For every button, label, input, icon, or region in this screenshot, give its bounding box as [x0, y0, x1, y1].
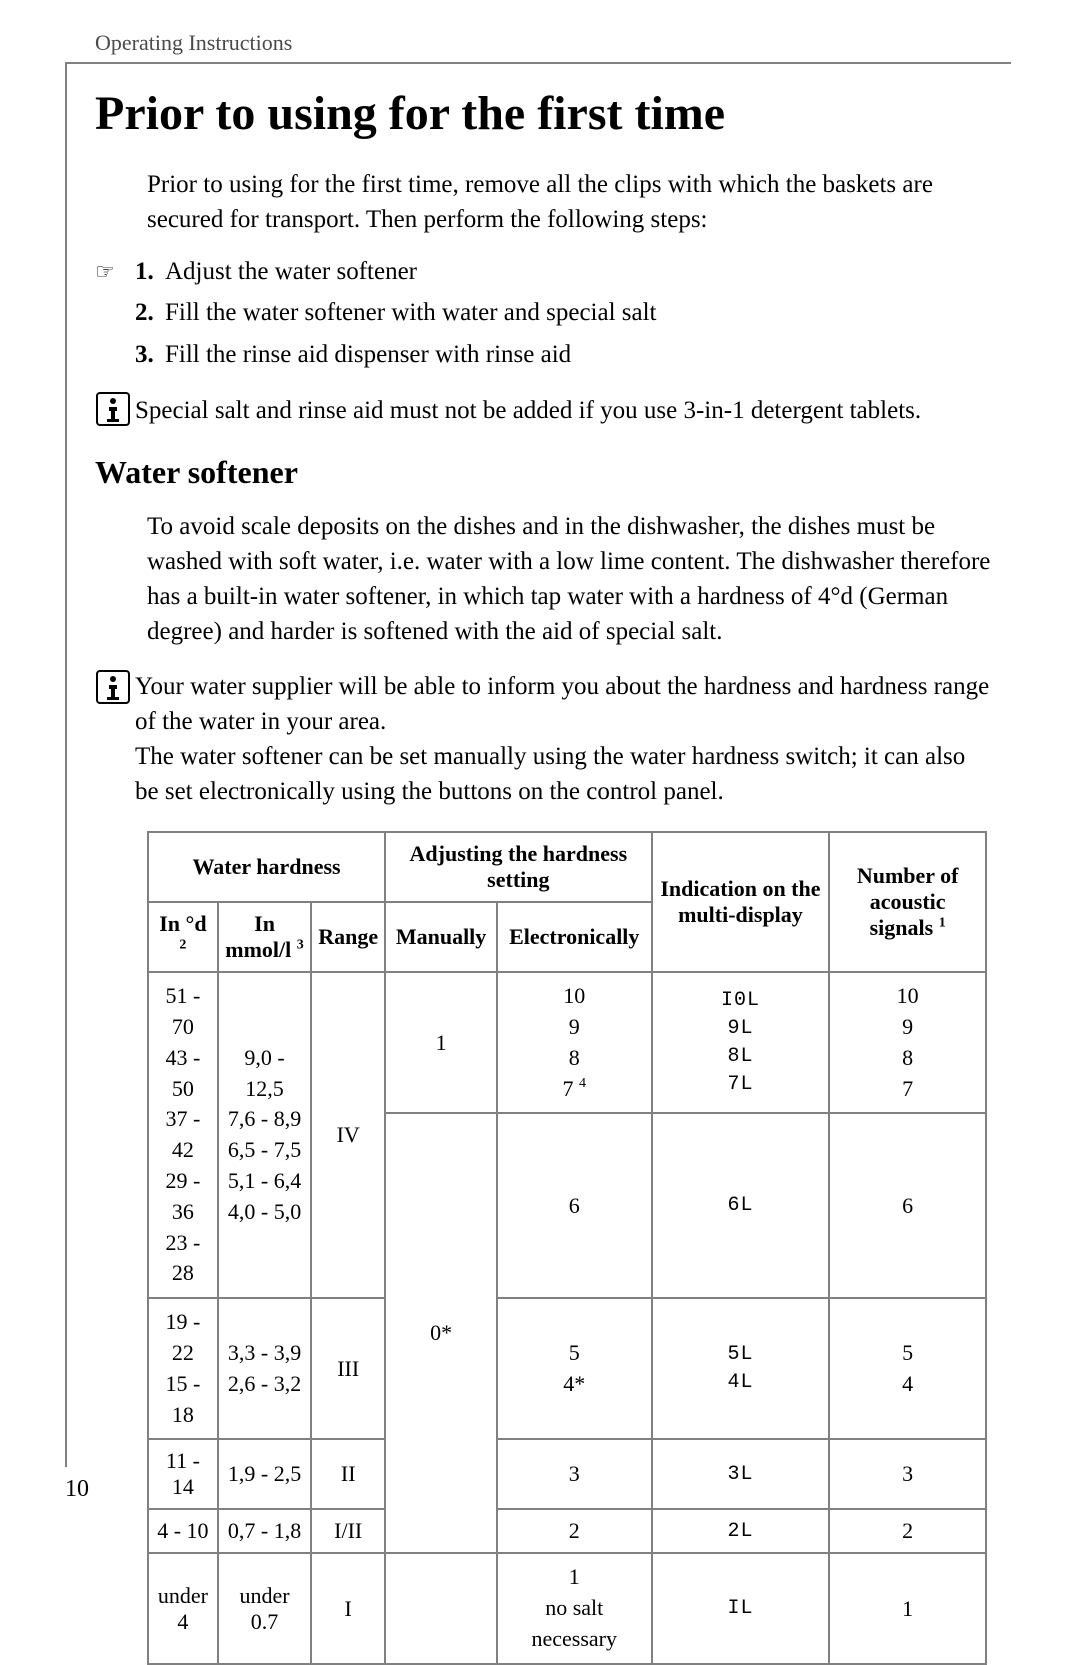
table-row: 4 - 10 0,7 - 1,8 I/II 2 2L 2: [148, 1509, 986, 1553]
cell-mmol: 9,0 - 12,5 7,6 - 8,9 6,5 - 7,5 5,1 - 6,4…: [218, 972, 311, 1298]
info-box-1: Special salt and rinse aid must not be a…: [95, 391, 995, 432]
step-text: Fill the rinse aid dispenser with rinse …: [165, 336, 571, 374]
cell-elec: 6: [497, 1113, 652, 1298]
info-icon: [95, 669, 135, 710]
cell-elec: 5 4*: [497, 1298, 652, 1439]
pointing-hand-icon: ☞: [95, 253, 135, 288]
cell-range: III: [311, 1298, 385, 1439]
cell-signals: 5 4: [829, 1298, 986, 1439]
th-adjusting: Adjusting the hardness setting: [385, 832, 651, 902]
cell-signals: 1: [829, 1553, 986, 1663]
cell-d: 11 - 14: [148, 1439, 218, 1509]
info-2-line-2: The water softener can be set manually u…: [135, 743, 965, 805]
cell-d: under 4: [148, 1553, 218, 1663]
info-box-2: Your water supplier will be able to info…: [95, 669, 995, 809]
step-3: 3. Fill the rinse aid dispenser with rin…: [95, 336, 995, 374]
cell-signals: 6: [829, 1113, 986, 1298]
table-row: 11 - 14 1,9 - 2,5 II 3 3L 3: [148, 1439, 986, 1509]
th-manually: Manually: [385, 902, 497, 972]
cell-elec: 1 no salt necessary: [497, 1553, 652, 1663]
step-number: 3.: [135, 336, 159, 374]
info-2-line-1: Your water supplier will be able to info…: [135, 673, 989, 735]
page-number: 10: [65, 1476, 89, 1503]
cell-display: 6L: [652, 1113, 830, 1298]
cell-display: I0L 9L 8L 7L: [652, 972, 830, 1113]
cell-d: 19 - 22 15 - 18: [148, 1298, 218, 1439]
th-indication: Indication on the multi-display: [652, 832, 830, 972]
cell-range: IV: [311, 972, 385, 1298]
step-text: Fill the water softener with water and s…: [165, 294, 657, 332]
cell-display: 2L: [652, 1509, 830, 1553]
main-title: Prior to using for the first time: [95, 88, 995, 141]
water-hardness-table: Water hardness Adjusting the hardness se…: [147, 831, 987, 1665]
th-range: Range: [311, 902, 385, 972]
th-signals: Number of acoustic signals 1: [829, 832, 986, 972]
th-water-hardness: Water hardness: [148, 832, 385, 902]
cell-display: IL: [652, 1553, 830, 1663]
cell-range: II: [311, 1439, 385, 1509]
cell-elec: 10 9 8 7 4: [497, 972, 652, 1113]
cell-signals: 2: [829, 1509, 986, 1553]
cell-elec: 3: [497, 1439, 652, 1509]
table-row: 51 - 70 43 - 50 37 - 42 29 - 36 23 - 28 …: [148, 972, 986, 1113]
cell-mmol: 3,3 - 3,9 2,6 - 3,2: [218, 1298, 311, 1439]
step-icon-spacer: [95, 336, 135, 338]
step-text: Adjust the water softener: [165, 253, 417, 291]
intro-paragraph: Prior to using for the first time, remov…: [147, 167, 995, 237]
cell-manual: 1: [385, 972, 497, 1113]
cell-range: I/II: [311, 1509, 385, 1553]
page-content: Prior to using for the first time Prior …: [95, 88, 995, 1665]
cell-elec: 2: [497, 1509, 652, 1553]
subtitle: Water softener: [95, 454, 995, 491]
table-header-row-1: Water hardness Adjusting the hardness se…: [148, 832, 986, 902]
info-text-2: Your water supplier will be able to info…: [135, 669, 995, 809]
page-header: Operating Instructions: [95, 30, 292, 56]
step-1: ☞ 1. Adjust the water softener: [95, 253, 995, 291]
step-2: 2. Fill the water softener with water an…: [95, 294, 995, 332]
cell-display: 5L 4L: [652, 1298, 830, 1439]
cell-display: 3L: [652, 1439, 830, 1509]
th-electronically: Electronically: [497, 902, 652, 972]
table-row: under 4 under 0.7 I 1 no salt necessary …: [148, 1553, 986, 1663]
step-icon-spacer: [95, 294, 135, 296]
th-in-d: In °d 2: [148, 902, 218, 972]
step-number: 1.: [135, 253, 159, 291]
info-text-1: Special salt and rinse aid must not be a…: [135, 391, 995, 428]
cell-d: 51 - 70 43 - 50 37 - 42 29 - 36 23 - 28: [148, 972, 218, 1298]
cell-range: I: [311, 1553, 385, 1663]
th-in-mmol: In mmol/l 3: [218, 902, 311, 972]
steps-list: ☞ 1. Adjust the water softener 2. Fill t…: [95, 253, 995, 374]
cell-signals: 3: [829, 1439, 986, 1509]
info-icon: [95, 391, 135, 432]
cell-manual-empty: [385, 1553, 497, 1663]
water-softener-paragraph: To avoid scale deposits on the dishes an…: [147, 509, 995, 649]
table-row: 19 - 22 15 - 18 3,3 - 3,9 2,6 - 3,2 III …: [148, 1298, 986, 1439]
cell-mmol: 1,9 - 2,5: [218, 1439, 311, 1509]
cell-manual-zero: 0*: [385, 1113, 497, 1553]
step-number: 2.: [135, 294, 159, 332]
cell-mmol: 0,7 - 1,8: [218, 1509, 311, 1553]
cell-d: 4 - 10: [148, 1509, 218, 1553]
cell-signals: 10 9 8 7: [829, 972, 986, 1113]
cell-mmol: under 0.7: [218, 1553, 311, 1663]
